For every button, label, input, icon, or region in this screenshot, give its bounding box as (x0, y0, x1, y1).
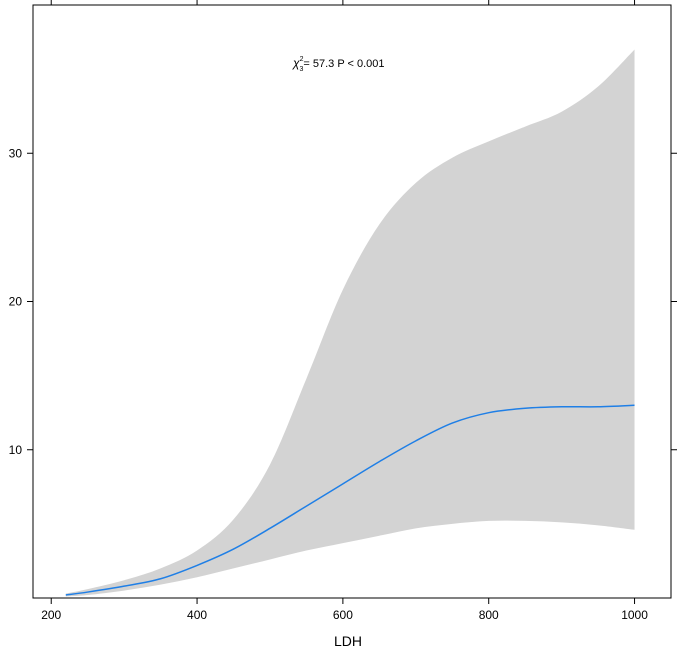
confidence-band-layer (65, 49, 635, 597)
y-tick-label: 30 (9, 146, 23, 160)
chi-square-annotation: χ2 3= 57.3 P < 0.001 (292, 56, 385, 73)
x-tick-label: 400 (187, 608, 207, 622)
line-layer (65, 404, 635, 596)
chi-value: = 57.3 P < 0.001 (303, 58, 384, 70)
chi-symbol: χ (292, 56, 300, 70)
x-tick-label: 600 (333, 608, 353, 622)
x-tick-label: 1000 (621, 608, 648, 622)
series-line (65, 404, 635, 596)
x-axis-label: LDH (334, 633, 362, 649)
y-tick-label: 20 (9, 295, 23, 309)
confidence-band (65, 49, 635, 597)
chi-sub: 3 (299, 66, 303, 73)
x-tick-label: 800 (479, 608, 499, 622)
y-tick-label: 10 (9, 443, 23, 457)
chi-sup: 2 (300, 56, 304, 63)
ticks-layer: 200 400 600 800 1000 10 20 30 (9, 0, 677, 622)
x-tick-label: 200 (41, 608, 61, 622)
